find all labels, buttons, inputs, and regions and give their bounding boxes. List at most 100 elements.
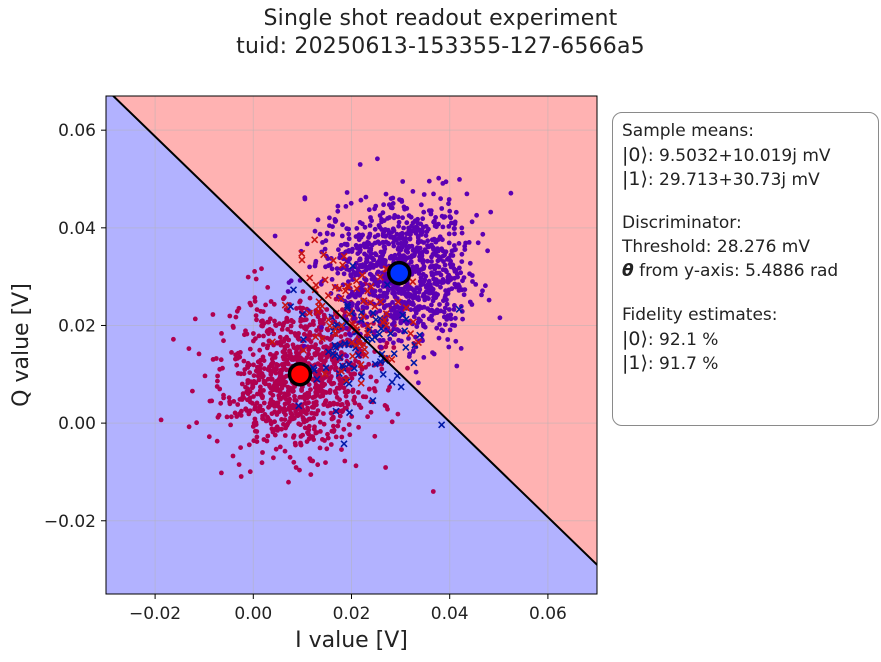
- data-point-state1: [460, 278, 465, 284]
- data-point-state0: [260, 342, 266, 347]
- data-point-state0: [265, 433, 271, 439]
- data-point-state0: [282, 448, 288, 454]
- misassigned-point-3: [335, 284, 343, 292]
- data-point-state1: [436, 335, 442, 341]
- y-tick-label: 0.00: [58, 414, 96, 434]
- data-point-state1: [364, 258, 370, 264]
- data-point-state0: [215, 373, 221, 379]
- data-point-state0: [219, 331, 224, 336]
- x-tick-label: 0.00: [234, 604, 272, 624]
- data-point-state1: [406, 298, 412, 304]
- misassigned-point-2: [350, 364, 358, 372]
- data-point-state1: [434, 263, 439, 268]
- data-point-state1: [344, 242, 350, 248]
- data-point-state0: [251, 362, 256, 368]
- data-point-state1: [350, 246, 355, 252]
- data-point-state0: [279, 385, 285, 391]
- theta-row: θ from y-axis: 5.4886 rad: [622, 259, 878, 283]
- misassigned-point-2: [322, 364, 330, 372]
- data-point-state0: [261, 366, 267, 371]
- data-point-state0: [312, 345, 318, 351]
- data-point-state0: [251, 394, 256, 399]
- data-point-state1: [414, 245, 420, 251]
- data-point-state1: [354, 245, 360, 251]
- data-point-state0: [248, 302, 254, 308]
- data-point-state0: [283, 373, 289, 379]
- data-point-state0: [259, 408, 264, 414]
- data-point-state0: [299, 357, 305, 363]
- data-point-state1: [339, 233, 345, 239]
- data-point-state0: [235, 402, 241, 407]
- data-point-state0: [306, 431, 311, 437]
- data-point-state0: [339, 402, 345, 407]
- y-axis-label: Q value [V]: [9, 283, 34, 407]
- data-point-state0: [385, 387, 391, 393]
- misassigned-point-2: [397, 383, 405, 391]
- threshold-line: [111, 96, 597, 567]
- data-point-state1: [346, 294, 351, 300]
- data-point-state0: [317, 419, 323, 425]
- data-point-state0: [231, 399, 237, 404]
- data-point-state1: [424, 229, 430, 235]
- misassigned-point-3: [360, 297, 368, 305]
- data-point-state0: [281, 320, 287, 326]
- misassigned-point-3: [379, 318, 387, 327]
- data-point-state1: [452, 243, 457, 248]
- data-point-state1: [418, 239, 424, 244]
- data-point-state0: [395, 411, 401, 417]
- data-point-state1: [423, 233, 429, 239]
- data-point-state0: [246, 378, 251, 383]
- data-point-state0: [218, 400, 224, 406]
- data-point-state1: [381, 244, 387, 250]
- data-point-state0: [247, 346, 253, 352]
- data-point-state0: [282, 417, 288, 422]
- data-point-state1: [443, 179, 449, 185]
- data-point-state0: [254, 429, 260, 434]
- data-point-state1: [444, 301, 450, 307]
- data-point-state0: [263, 302, 268, 308]
- data-point-state1: [406, 292, 412, 297]
- data-point-state0: [272, 380, 278, 386]
- data-point-state1: [439, 327, 444, 333]
- data-point-state0: [371, 321, 376, 326]
- ket-1-label: |1⟩: [622, 352, 648, 374]
- data-point-state1: [399, 291, 404, 296]
- data-point-state1: [470, 279, 475, 284]
- data-point-state0: [269, 376, 274, 382]
- data-point-state1: [430, 272, 436, 278]
- data-point-state1: [425, 243, 430, 248]
- data-point-state0: [391, 345, 397, 350]
- data-point-state0: [383, 344, 389, 350]
- data-point-state1: [445, 274, 451, 280]
- data-point-state1: [348, 332, 353, 338]
- data-point-state1: [421, 313, 426, 319]
- misassigned-point-3: [366, 299, 375, 307]
- misassigned-point-2: [357, 308, 366, 317]
- data-point-state1: [456, 282, 461, 287]
- data-point-state1: [445, 337, 451, 342]
- data-point-state1: [441, 309, 447, 315]
- data-point-state0: [277, 444, 283, 450]
- data-point-state1: [475, 240, 481, 246]
- misassigned-point-3: [306, 274, 314, 282]
- data-point-state0: [275, 362, 281, 368]
- data-point-state1: [408, 214, 414, 220]
- data-point-state0: [228, 422, 234, 428]
- data-point-state0: [311, 437, 316, 442]
- data-point-state0: [327, 388, 333, 393]
- data-point-state0: [266, 331, 271, 337]
- data-point-state1: [435, 246, 440, 252]
- data-point-state1: [372, 329, 378, 334]
- misassigned-point-2: [295, 402, 303, 410]
- data-point-state0: [234, 308, 240, 314]
- data-point-state0: [230, 323, 236, 329]
- data-point-state0: [335, 401, 340, 407]
- data-point-state1: [395, 214, 401, 220]
- data-point-state0: [320, 437, 325, 442]
- data-point-state1: [390, 286, 396, 292]
- data-point-state0: [372, 433, 378, 439]
- data-point-state1: [372, 293, 378, 298]
- data-point-state1: [389, 230, 394, 235]
- data-point-state0: [250, 352, 256, 357]
- data-point-state1: [416, 316, 422, 322]
